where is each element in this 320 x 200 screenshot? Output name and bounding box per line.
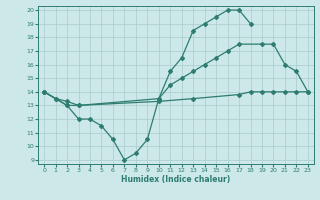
X-axis label: Humidex (Indice chaleur): Humidex (Indice chaleur): [121, 175, 231, 184]
